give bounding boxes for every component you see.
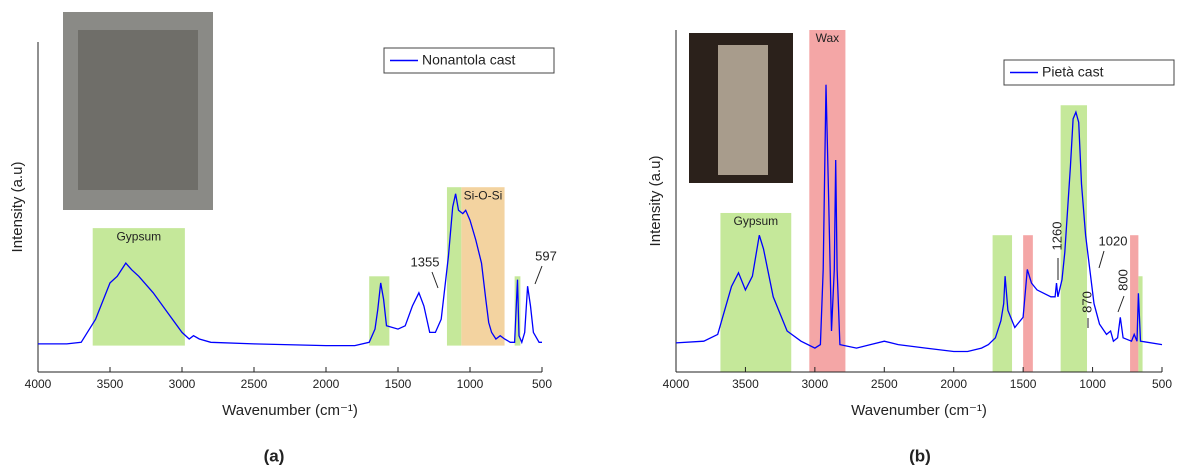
y-axis-label: Intensity (a.u) <box>9 162 26 253</box>
legend-label: Pietà cast <box>1042 64 1104 80</box>
band <box>369 276 390 346</box>
annotation: 870 <box>1079 291 1094 313</box>
x-tick-label: 3500 <box>97 377 124 391</box>
x-tick-label: 3000 <box>802 377 829 391</box>
band <box>514 276 521 346</box>
band <box>1130 235 1139 372</box>
annotation: 1260 <box>1049 222 1064 251</box>
photo-detail <box>718 45 768 175</box>
x-tick-label: 1500 <box>385 377 412 391</box>
band <box>720 212 792 372</box>
x-tick-label: 1000 <box>457 377 484 391</box>
band <box>1023 235 1033 372</box>
x-tick-label: 500 <box>532 377 552 391</box>
x-tick-label: 2000 <box>940 377 967 391</box>
x-tick-label: 1000 <box>1079 377 1106 391</box>
annotation: 1355 <box>411 254 440 269</box>
band-label: Si-O-Si <box>464 188 503 202</box>
annotation-leader <box>1117 295 1125 313</box>
annotation-leader <box>431 271 439 289</box>
annotation: 597 <box>535 248 557 263</box>
x-tick-label: 1500 <box>1010 377 1037 391</box>
x-tick-label: 3000 <box>169 377 196 391</box>
y-axis-label: Intensity (a.u) <box>647 156 664 247</box>
band <box>809 30 846 372</box>
x-tick-label: 2500 <box>241 377 268 391</box>
band-label: Gypsum <box>116 229 161 243</box>
annotation: 800 <box>1115 269 1130 291</box>
annotation-leader <box>534 265 543 285</box>
x-axis-label: Wavenumber (cm⁻¹) <box>851 402 987 419</box>
photo-detail <box>78 30 198 190</box>
x-tick-label: 4000 <box>25 377 52 391</box>
band-label: Gypsum <box>733 214 778 228</box>
legend-label: Nonantola cast <box>422 52 516 68</box>
x-axis-label: Wavenumber (cm⁻¹) <box>222 402 358 419</box>
x-tick-label: 500 <box>1152 377 1172 391</box>
x-tick-label: 2500 <box>871 377 898 391</box>
panel-label: (a) <box>264 446 285 465</box>
band <box>461 187 505 346</box>
annotation-leader <box>1098 250 1105 269</box>
band <box>992 235 1013 372</box>
band <box>92 228 185 346</box>
band <box>1060 105 1088 373</box>
x-tick-label: 4000 <box>663 377 690 391</box>
x-tick-label: 3500 <box>732 377 759 391</box>
band-label: Wax <box>816 31 840 45</box>
spectrum-line <box>675 84 1163 353</box>
spectrum-line <box>38 193 542 347</box>
x-tick-label: 2000 <box>313 377 340 391</box>
band <box>1138 276 1143 372</box>
annotation: 1020 <box>1099 233 1128 248</box>
panel-label: (b) <box>909 446 931 465</box>
